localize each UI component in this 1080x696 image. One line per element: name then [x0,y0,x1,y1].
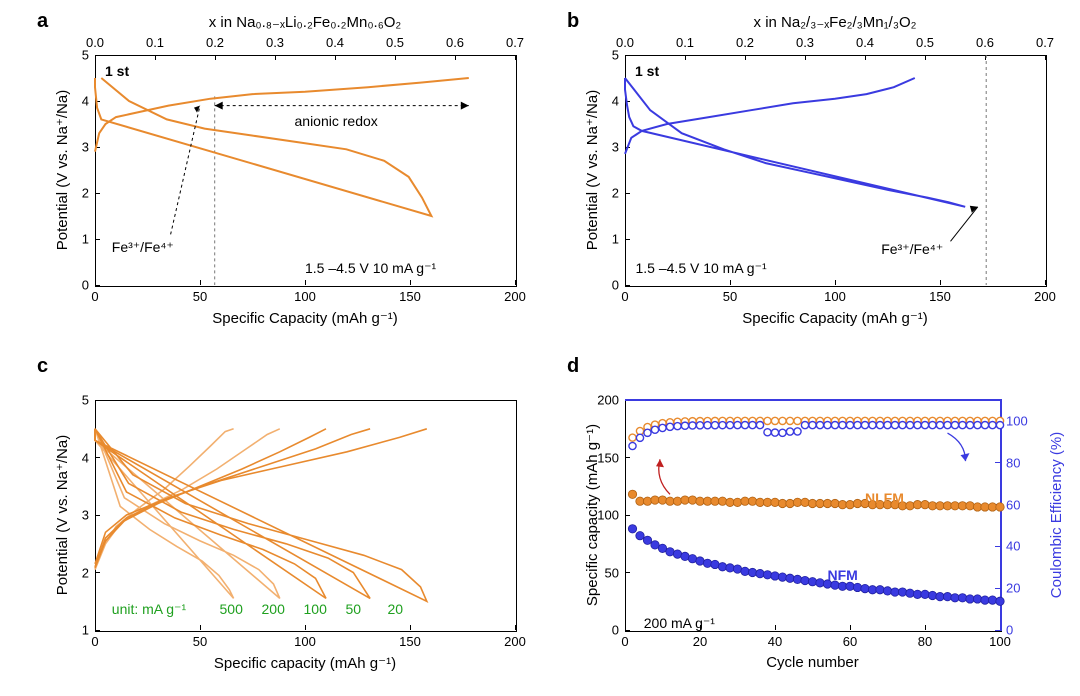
figure: a0123450501001502000.00.10.20.30.40.50.6… [0,0,1080,696]
